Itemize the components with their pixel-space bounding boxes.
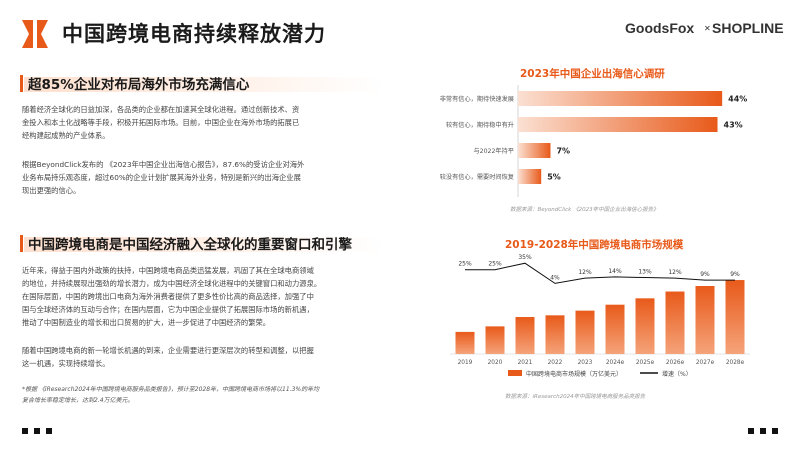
section1-paragraph2: 根据BeyondClick发布的 《2023年中国企业出海信心报告》，87.6%… <box>22 158 362 197</box>
market-size-bar <box>515 317 535 354</box>
bar-value-label: 7% <box>556 147 570 156</box>
bar-category-label: 较没有信心，需要时间恢复 <box>440 173 514 181</box>
logo-separator: ✕ <box>704 24 711 33</box>
market-size-bar <box>455 331 475 354</box>
paragraph-line: 推动了中国制造业的增长和出口贸易的扩大，进一步促进了中国经济的繁荣。 <box>22 318 271 327</box>
market-size-bar <box>695 286 715 354</box>
x-tick-label: 2024e <box>606 360 625 366</box>
heading-accent-bar <box>20 75 23 92</box>
bar-category-label: 非常有信心，期待快速发展 <box>440 95 514 103</box>
growth-rate-label: 4% <box>550 274 560 281</box>
confidence-bar <box>518 143 551 158</box>
footnote: *根据 《iResearch2024年中国跨境电商服务品类报告》，预计至2028… <box>22 384 367 406</box>
heading-highlight <box>24 237 384 252</box>
paragraph-line: 国与全球经济体的互动与合作；在国内层面，它为中国企业提供了拓展国际市场的新机遇， <box>22 305 314 314</box>
paragraph-line: 随着中国跨境电商的新一轮增长机遇的到来，企业需要进行更深层次的转型和调整，以把握 <box>22 346 314 355</box>
page-dots-right <box>748 419 784 438</box>
paragraph-line: 的地位，并持续展现出强劲的增长潜力，成为中国经济全球化进程中的关键窗口和动力源泉… <box>22 279 322 288</box>
market-size-bar <box>635 298 655 354</box>
market-size-chart: 2019 25% 2020 25% 2021 35% 2022 4% 2023 12% 2024e 1… <box>450 254 750 378</box>
chart2-source: 数据来源：iResearch2024年中国跨境电商服务品类报告 <box>505 394 646 400</box>
x-tick-label: 2023 <box>578 360 593 366</box>
x-tick-label: 2020 <box>488 360 503 366</box>
growth-rate-label: 35% <box>518 254 532 261</box>
bar-value-label: 43% <box>724 121 743 130</box>
growth-rate-label: 14% <box>608 268 622 275</box>
chart1-source: 数据来源：BeyondClick 《2023年中国企业出海信心报告》 <box>510 207 659 213</box>
legend-bar-label: 中国跨境电商市场规模（万亿美元） <box>526 370 622 378</box>
market-size-bar <box>545 315 565 354</box>
market-size-bar <box>575 310 595 354</box>
section1-paragraph1: 随着经济全球化的日益加深，各品类的企业都在加速其全球化进程。通过创新技术、资 金… <box>22 103 362 142</box>
growth-rate-label: 13% <box>638 269 652 276</box>
section2-heading-text: 中国跨境电商是中国经济融入全球化的重要窗口和引擎 <box>28 237 352 253</box>
x-tick-label: 2019 <box>458 360 473 366</box>
bar-value-label: 44% <box>728 95 747 104</box>
market-size-bar <box>725 280 745 354</box>
x-tick-label: 2028e <box>726 360 745 366</box>
section2-paragraph2: 随着中国跨境电商的新一轮增长机遇的到来，企业需要进行更深层次的转型和调整，以把握… <box>22 344 362 370</box>
growth-rate-label: 25% <box>458 261 472 268</box>
shopline-logo: SHOPLINE <box>712 20 784 36</box>
x-tick-label: 2025e <box>636 360 655 366</box>
x-tick-label: 2022 <box>548 360 563 366</box>
chart2-title: 2019-2028年中国跨境电商市场规模 <box>505 239 684 251</box>
growth-rate-label: 9% <box>730 271 740 278</box>
paragraph-line: 这一机遇，实现持续增长。 <box>22 359 110 368</box>
confidence-bar <box>518 91 723 106</box>
chart1-title: 2023年中国企业出海信心调研 <box>520 68 665 80</box>
growth-rate-line <box>465 262 735 284</box>
goodsfox-logo: GoodsFox <box>625 20 695 36</box>
heading-highlight <box>24 77 384 92</box>
paragraph-line: 业务布局持乐观态度，超过60%的企业计划扩展其海外业务，特别是新兴的出海企业展 <box>22 173 301 182</box>
confidence-bar <box>518 169 542 184</box>
market-size-bar <box>665 291 685 354</box>
brand-logo-icon <box>22 20 48 48</box>
x-tick-label: 2021 <box>518 360 533 366</box>
growth-rate-label: 25% <box>488 261 502 268</box>
page-title: 中国跨境电商持续释放潜力 <box>62 22 326 46</box>
confidence-bar <box>518 117 718 132</box>
x-tick-label: 2027e <box>696 360 715 366</box>
bar-category-label: 较有信心，期待稳中有升 <box>446 121 514 129</box>
market-size-bar <box>485 326 505 354</box>
legend-line-label: 增速（%） <box>662 370 692 378</box>
paragraph-line: 在国际层面，中国的跨境出口电商为海外消费者提供了更多性价比高的商品选择，加强了中 <box>22 292 314 301</box>
footnote-line: 复合增长率稳定增长，达到2.4万亿美元。 <box>22 397 134 404</box>
page-dots-left <box>22 419 58 438</box>
market-size-bar <box>605 304 625 354</box>
paragraph-line: 经构建起成熟的产业体系。 <box>22 131 110 140</box>
footnote-line: *根据 《iResearch2024年中国跨境电商服务品类报告》，预计至2028… <box>22 386 320 393</box>
paragraph-line: 近年来，得益于国内外政策的扶持，中国跨境电商品类迅猛发展，巩固了其在全球电商领域 <box>22 266 314 275</box>
section2-paragraph1: 近年来，得益于国内外政策的扶持，中国跨境电商品类迅猛发展，巩固了其在全球电商领域… <box>22 264 362 329</box>
section1-heading-text: 超85%企业对布局海外市场充满信心 <box>28 77 250 93</box>
growth-rate-label: 12% <box>578 269 592 276</box>
bar-value-label: 5% <box>547 173 561 182</box>
bar-category-label: 与2022年持平 <box>474 147 515 155</box>
growth-rate-label: 12% <box>668 269 682 276</box>
paragraph-line: 金投入和本土化战略等手段，积极开拓国际市场。目前，中国企业在海外市场的拓展已 <box>22 118 300 127</box>
paragraph-line: 根据BeyondClick发布的 《2023年中国企业出海信心报告》，87.6%… <box>22 160 305 169</box>
legend-bar-swatch <box>508 370 522 376</box>
growth-rate-label: 9% <box>700 271 710 278</box>
paragraph-line: 随着经济全球化的日益加深，各品类的企业都在加速其全球化进程。通过创新技术、资 <box>22 105 300 114</box>
confidence-bar-chart: 非常有信心，期待快速发展 44% 较有信心，期待稳中有升 43% 与2022年持平 7% 较… <box>440 85 747 197</box>
x-tick-label: 2026e <box>666 360 685 366</box>
paragraph-line: 现出更强的信心。 <box>22 186 81 195</box>
heading-accent-bar <box>20 235 23 252</box>
